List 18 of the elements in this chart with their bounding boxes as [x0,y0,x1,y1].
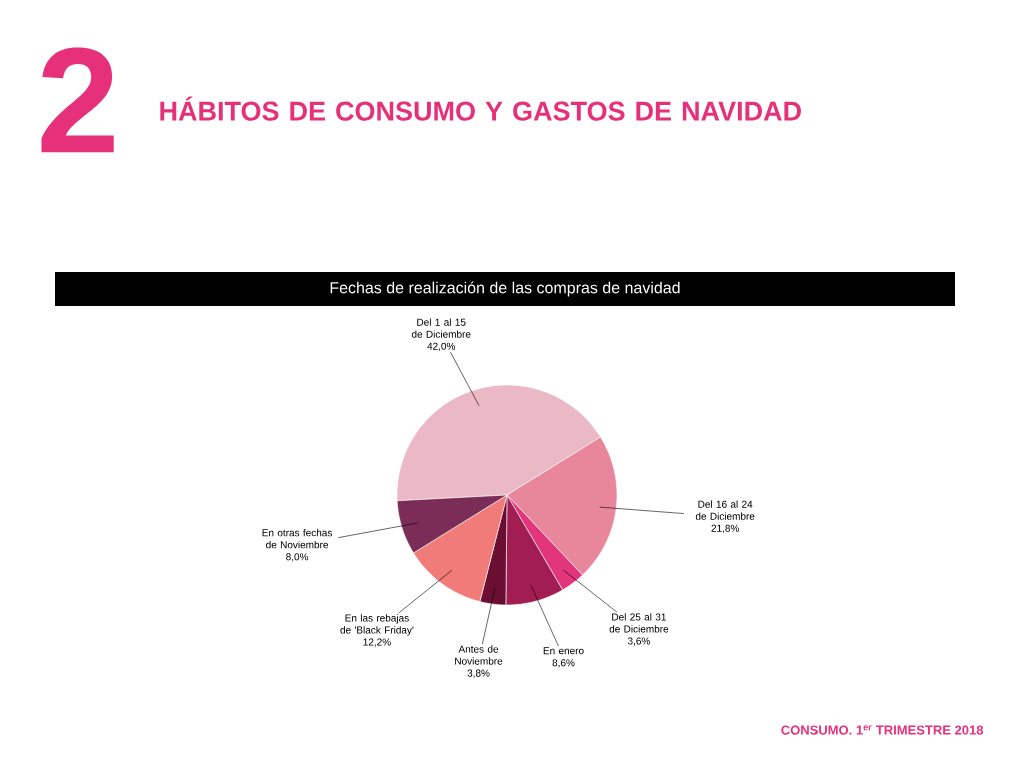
slice-label: Antes de Noviembre [455,645,503,665]
data-label: 21,8% [711,524,739,534]
data-label: 3,8% [467,669,490,678]
data-label: 12,2% [363,638,391,647]
slice-label: En las rebajas de 'Black Friday' [340,614,414,636]
data-label: 3,6% [627,637,650,646]
data-label: 42,0% [427,342,456,351]
chart-title: HÁBITOS DE CONSUMO Y GASTOS DE NAVIDAD [160,96,801,121]
slice-label: En otras fechas de Noviembre [262,528,332,549]
text: CONSUMO. 1$^{er}$ TRIMESTRE 2018 [781,725,984,735]
slice-label: Del 25 al 31 de Diciembre [609,613,669,633]
chart-subtitle: Fechas de realización de las compras de navidad [330,281,680,297]
data-label: 8,6% [552,659,575,668]
slice-label: Del 16 al 24 de Diciembre [695,500,755,520]
slice-label: Del 1 al 15 de Diciembre [411,318,471,338]
data-label: 8,0% [286,553,309,562]
text: 2 [41,47,114,153]
slice-label: En enero [543,647,584,655]
